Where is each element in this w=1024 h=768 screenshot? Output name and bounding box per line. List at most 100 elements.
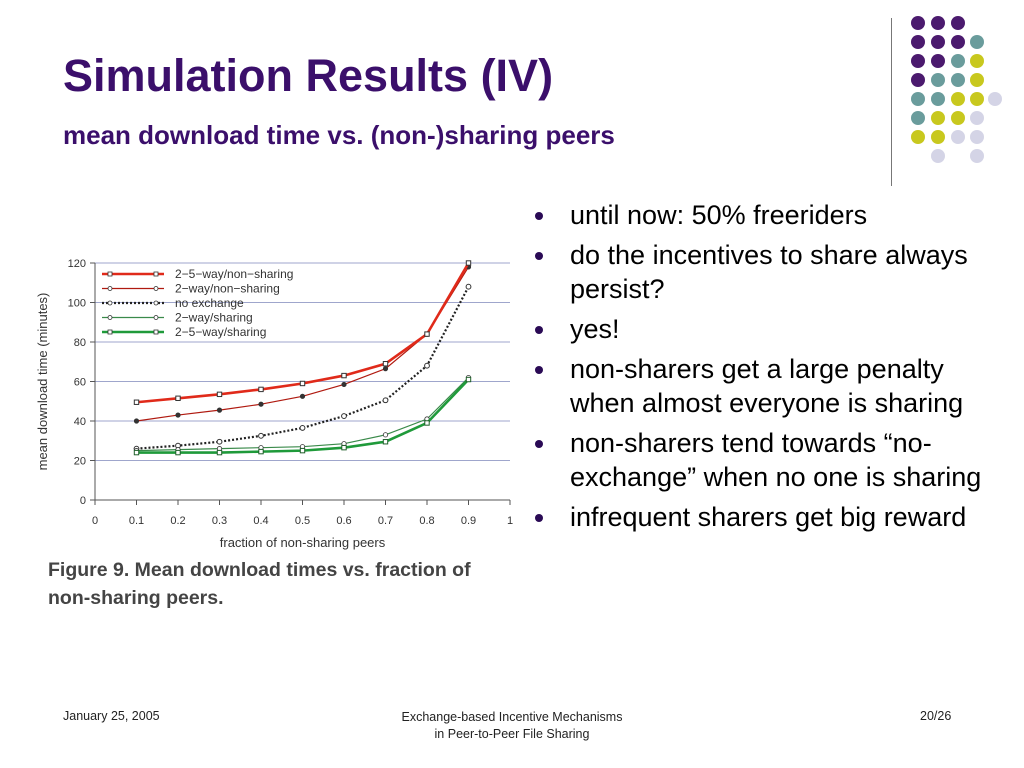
x-axis-label: fraction of non-sharing peers — [220, 535, 386, 550]
y-tick-label: 20 — [74, 456, 86, 468]
legend-marker — [107, 315, 113, 320]
decorative-dot — [911, 73, 925, 87]
decorative-dot — [951, 130, 965, 144]
legend-label: 2−way/non−sharing — [175, 282, 280, 296]
figure-caption: Figure 9. Mean download times vs. fracti… — [48, 556, 538, 612]
data-point — [133, 449, 140, 456]
bullet-item: until now: 50% freeriders — [532, 198, 992, 232]
x-tick-label: 0.2 — [170, 515, 185, 527]
bullet-text: infrequent sharers get big reward — [570, 502, 967, 532]
bullet-text: yes! — [570, 314, 620, 344]
legend-marker — [107, 329, 113, 335]
bullet-icon — [535, 326, 543, 334]
legend-marker — [107, 286, 113, 291]
bullet-item: do the incentives to share always persis… — [532, 238, 992, 306]
data-point — [133, 399, 140, 405]
footer-date: January 25, 2005 — [63, 709, 160, 723]
decorative-dot — [931, 111, 945, 125]
legend-marker — [153, 329, 159, 335]
bullet-item: non-sharers tend towards “no-exchange” w… — [532, 426, 992, 494]
data-point — [382, 432, 389, 438]
decorative-dot — [951, 16, 965, 30]
bullet-text: do the incentives to share always persis… — [570, 240, 968, 304]
decorative-dot — [931, 54, 945, 68]
y-tick-label: 120 — [68, 258, 86, 270]
legend-marker — [153, 271, 159, 277]
bullet-item: non-sharers get a large penalty when alm… — [532, 352, 992, 420]
footer-title: Exchange-based Incentive Mechanisms in P… — [362, 709, 662, 743]
x-tick-label: 0 — [92, 515, 98, 527]
decorative-dot — [970, 149, 984, 163]
data-point — [258, 401, 264, 407]
bullet-text: until now: 50% freeriders — [570, 200, 868, 230]
decorative-dot — [931, 149, 945, 163]
y-tick-label: 80 — [74, 337, 86, 349]
decorative-dot — [911, 130, 925, 144]
data-point — [258, 386, 264, 393]
y-tick-label: 100 — [68, 298, 86, 310]
decorative-dot — [931, 35, 945, 49]
slide-title: Simulation Results (IV) — [63, 50, 554, 101]
data-point — [424, 362, 430, 369]
legend-label: no exchange — [175, 296, 244, 310]
data-point — [382, 361, 389, 367]
decorative-dot — [911, 92, 925, 106]
decorative-dot — [970, 92, 984, 106]
data-point — [465, 283, 472, 290]
x-tick-label: 0.5 — [295, 515, 310, 527]
bullet-icon — [535, 440, 543, 448]
caption-line-2: non-sharing peers. — [48, 587, 224, 609]
data-point — [341, 381, 347, 388]
data-point — [175, 412, 181, 418]
legend-label: 2−way/sharing — [175, 311, 253, 325]
legend-marker — [153, 315, 159, 320]
legend-marker — [153, 286, 159, 291]
bullet-list: until now: 50% freeriders do the incenti… — [532, 198, 992, 540]
data-point — [382, 366, 389, 372]
y-axis-label: mean download time (minutes) — [35, 293, 50, 471]
decorative-dot-grid — [911, 16, 1002, 163]
decorative-dot — [970, 73, 984, 87]
x-tick-label: 0.7 — [378, 515, 393, 527]
data-point — [299, 393, 306, 399]
data-point — [299, 425, 306, 431]
bullet-icon — [535, 212, 543, 220]
footer-page-number: 20/26 — [920, 709, 952, 723]
data-point — [299, 447, 306, 454]
legend-marker — [107, 271, 113, 277]
data-point — [382, 397, 389, 404]
bullet-text: non-sharers get a large penalty when alm… — [570, 354, 964, 418]
series-line — [136, 378, 470, 454]
legend-label: 2−5−way/non−sharing — [175, 267, 293, 281]
x-tick-label: 0.6 — [336, 515, 351, 527]
data-point — [216, 407, 223, 413]
decorative-dot — [951, 35, 965, 49]
decorative-dot — [951, 111, 965, 125]
bullet-text: non-sharers tend towards “no-exchange” w… — [570, 428, 982, 492]
data-point — [258, 448, 264, 455]
data-point — [341, 413, 347, 419]
data-point — [216, 449, 223, 456]
decorative-dot — [970, 54, 984, 68]
decorative-dot — [931, 73, 945, 87]
decorative-dot — [931, 92, 945, 106]
y-tick-label: 60 — [74, 377, 86, 389]
decorative-dot — [951, 54, 965, 68]
bullet-item: yes! — [532, 312, 992, 346]
legend-marker — [107, 300, 113, 306]
decorative-dot — [970, 111, 984, 125]
decorative-dot — [911, 54, 925, 68]
decorative-dot — [931, 16, 945, 30]
decorative-dot — [931, 130, 945, 144]
decorative-dot — [970, 35, 984, 49]
decorative-dot — [988, 92, 1002, 106]
data-point — [382, 439, 389, 445]
footer-title-line-1: Exchange-based Incentive Mechanisms — [401, 710, 623, 724]
data-point — [465, 260, 472, 266]
footer-title-line-2: in Peer-to-Peer File Sharing — [434, 727, 590, 741]
data-point — [216, 438, 223, 445]
header-divider-line — [891, 18, 892, 186]
data-point — [175, 449, 181, 456]
legend-marker — [153, 300, 159, 306]
x-tick-label: 1 — [507, 515, 513, 527]
